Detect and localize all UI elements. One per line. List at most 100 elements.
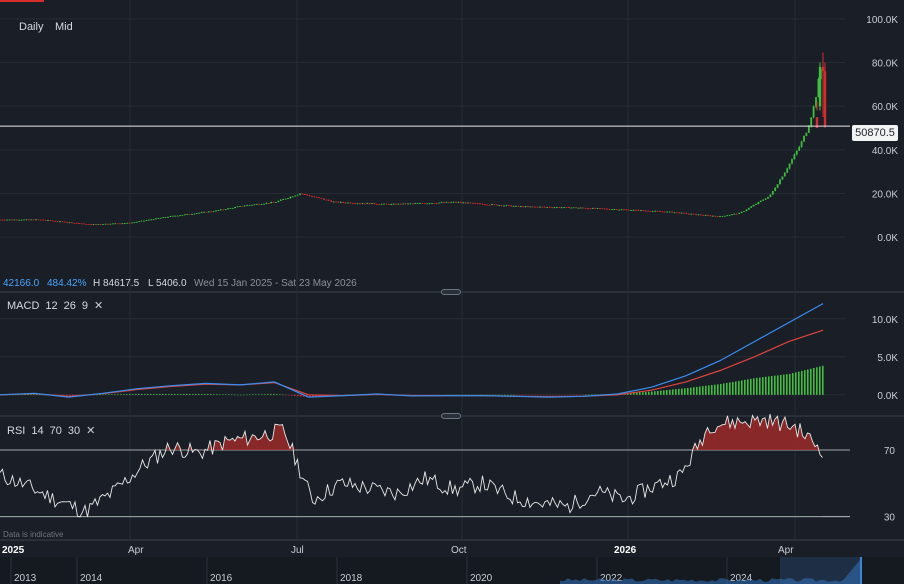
macd-bar [165,393,167,395]
macd-bar [645,391,647,395]
candle-body [603,208,606,210]
candle-body [123,223,126,224]
candle-body [327,199,330,201]
macd-bar [672,389,674,395]
candle-body [428,203,431,205]
candle-body [438,202,441,204]
candle-body [407,203,409,205]
navigator-year-label: 2022 [600,573,623,584]
candle-body [464,202,467,204]
candle-body [627,209,630,211]
macd-bar [24,394,26,396]
interval-button[interactable]: Daily [19,21,44,33]
candle-body [6,219,9,221]
candle-body [227,208,229,210]
candle-body [815,117,819,128]
candle-body [723,215,726,217]
macd-fast: 12 [45,300,58,312]
macd-bar [651,391,653,395]
low-value: L 5406.0 [148,278,187,289]
candle-body [457,202,460,203]
candle-body [90,224,93,225]
candle-body [354,203,357,205]
macd-bar [264,394,266,395]
candle-body [769,194,772,197]
candle-body [397,203,400,205]
macd-bar [66,394,68,396]
candle-body [313,196,316,198]
candle-body [421,203,424,204]
candle-body [608,209,611,210]
candle-body [447,202,450,203]
candle-body [363,203,366,205]
close-icon[interactable]: ✕ [94,300,104,312]
pane-resize-handle-1[interactable] [441,289,461,295]
candle-body [563,207,565,208]
candle-body [131,222,133,224]
macd-bar [549,394,551,396]
candle-body [635,209,637,211]
candle-body [181,214,184,216]
macd-bar [192,393,194,395]
candle-body [121,223,124,225]
candle-body [750,206,753,208]
macd-name: MACD [7,300,40,312]
macd-bar [213,394,215,395]
macd-bar [789,373,791,395]
close-icon[interactable]: ✕ [86,425,96,437]
macd-bar [729,382,731,395]
macd-bar [117,394,119,395]
candle-body [176,215,179,217]
candle-body [347,202,349,204]
candle-body [330,200,333,202]
candle-body [37,219,40,221]
macd-bar [225,394,227,395]
candle-body [318,197,321,199]
macd-bar [312,394,314,398]
active-marker [0,0,44,2]
macd-bar [519,394,521,396]
candle-body [481,203,484,205]
pane-resize-handle-2[interactable] [441,413,461,419]
candle-body [692,213,695,215]
candle-body [443,202,445,204]
candle-body [71,222,73,224]
price-type-button[interactable]: Mid [55,21,73,33]
macd-bar [573,394,575,396]
candle-body [260,204,263,205]
candle-body [519,206,522,208]
macd-bar [120,394,122,395]
candle-body [459,202,462,203]
candle-body [757,201,760,204]
candle-body [138,221,141,223]
candle-body [719,216,721,217]
macd-bar [495,394,497,396]
macd-legend: MACD 12 26 9 ✕ [7,299,109,312]
candle-body [510,205,513,207]
candle-body [303,194,306,195]
candle-body [275,202,277,203]
macd-bar [771,376,773,395]
candle-body [171,215,174,217]
macd-bar [696,386,698,395]
candles [0,52,827,225]
macd-bar [570,394,572,396]
macd-bar [777,375,779,395]
candle-body [265,202,268,204]
macd-bar [147,393,149,395]
x-tick-label: Jul [291,545,304,556]
macd-bar [279,394,281,395]
macd-bar [114,394,116,395]
candle-body [75,222,78,224]
macd-bar [780,374,782,395]
candle-body [721,215,724,217]
candle-body [99,224,102,225]
candle-body [618,209,621,211]
candle-body [668,211,671,213]
macd-bar [690,387,692,395]
macd-bar [816,367,818,395]
macd-bar [501,394,503,396]
candle-body [697,214,700,216]
candle-body [68,222,71,224]
